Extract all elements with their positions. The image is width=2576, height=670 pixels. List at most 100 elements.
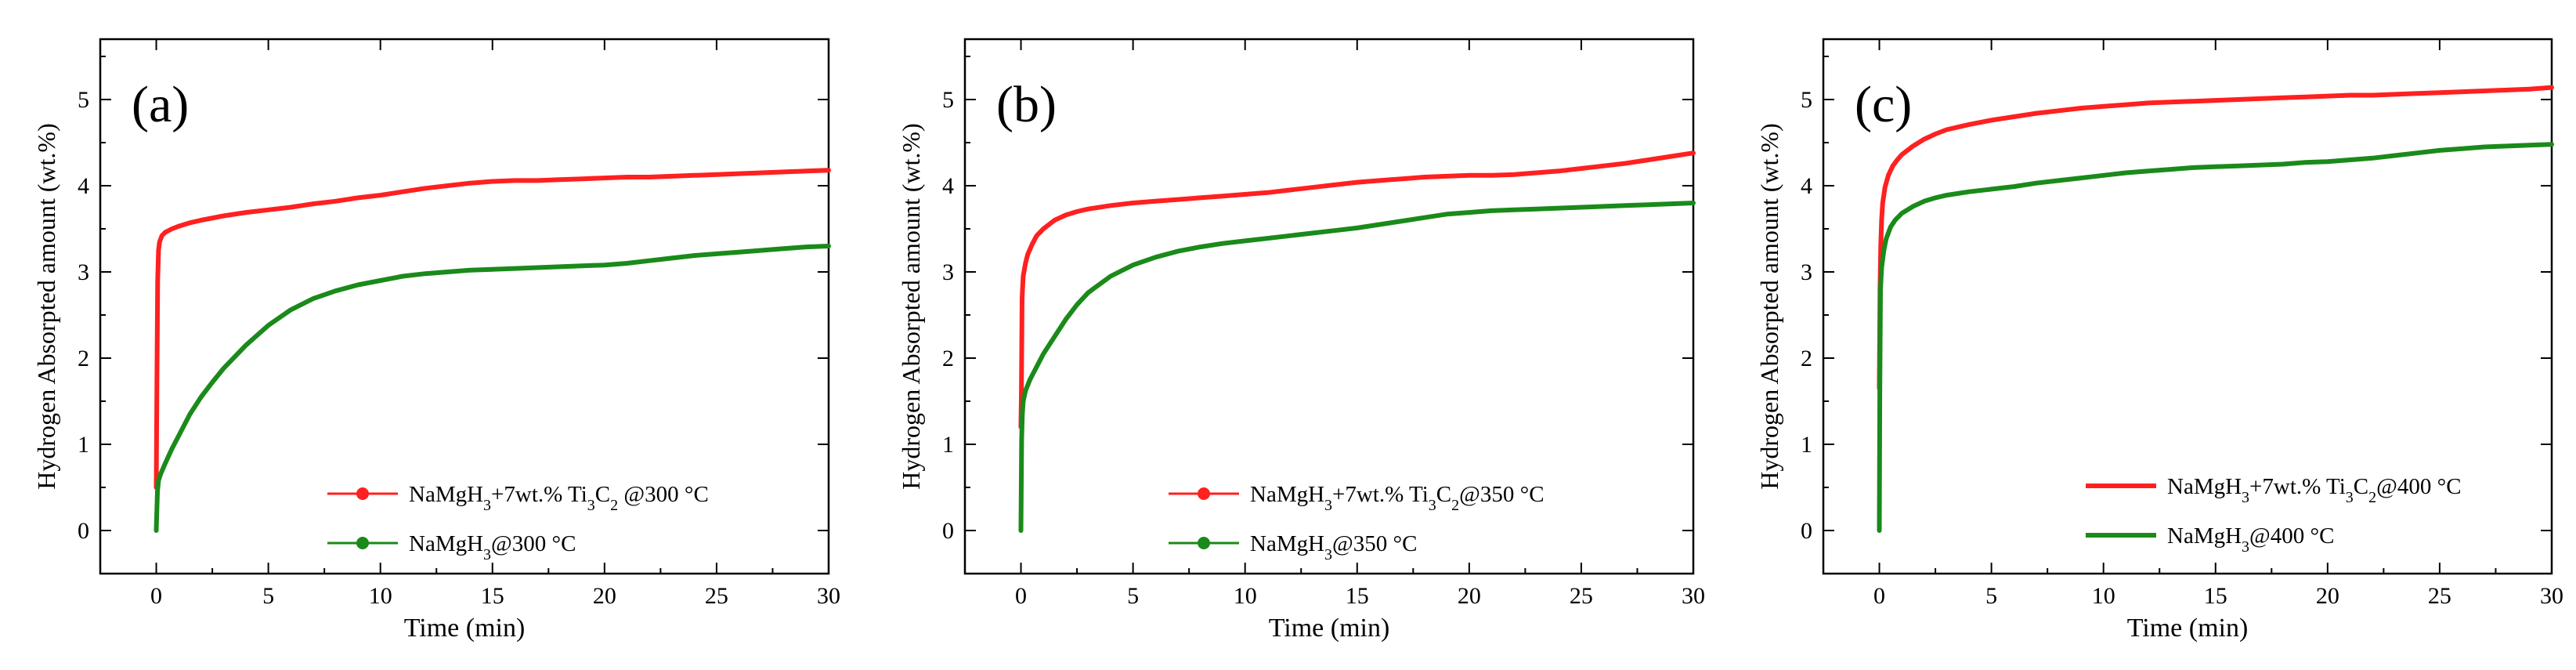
x-tick-label: 15: [2204, 583, 2227, 609]
x-tick-label: 10: [1234, 583, 1257, 609]
legend-subscript: 3: [1429, 497, 1436, 514]
x-tick-label: 20: [593, 583, 616, 609]
legend-label: NaMgH3@400 °C: [2167, 523, 2334, 556]
series-line-with-ti3c2: [1018, 150, 1696, 429]
legend-label: NaMgH3+7wt.% Ti3C2@400 °C: [2167, 474, 2462, 506]
y-tick-label: 3: [78, 259, 89, 285]
legend-text: +7wt.% Ti: [491, 482, 587, 507]
legend-text: NaMgH: [2167, 474, 2242, 499]
x-tick-label: 10: [2092, 583, 2115, 609]
legend-text: @400 °C: [2376, 474, 2461, 499]
legend-item: NaMgH3@300 °C: [327, 531, 576, 563]
legend-subscript: 3: [2242, 538, 2249, 556]
legend-item: NaMgH3+7wt.% Ti3C2@400 °C: [2086, 474, 2462, 506]
y-tick-label: 4: [78, 173, 89, 199]
legend-subscript: 2: [2368, 489, 2376, 506]
legend-text: @350 °C: [1459, 482, 1544, 507]
x-tick-label: 0: [1015, 583, 1027, 609]
legend-text: +7wt.% Ti: [2249, 474, 2346, 499]
y-tick-label: 1: [942, 432, 954, 458]
x-tick-label: 25: [1570, 583, 1593, 609]
y-tick-label: 0: [1801, 518, 1812, 544]
plot-frame: [963, 38, 1695, 575]
legend-swatch-dot: [356, 537, 369, 549]
series-line-pristine: [1018, 201, 1696, 533]
y-tick-label: 2: [78, 346, 89, 371]
y-tick-label: 1: [1801, 432, 1812, 458]
legend-subscript: 3: [483, 546, 491, 563]
legend-item: NaMgH3+7wt.% Ti3C2 @300 °C: [327, 482, 709, 514]
legend-subscript: 3: [483, 497, 491, 514]
legend-label: NaMgH3+7wt.% Ti3C2 @300 °C: [409, 482, 709, 514]
series-line-pristine: [1877, 142, 2554, 533]
x-axis-label: Time (min): [404, 614, 526, 643]
y-axis-label: Hydrogen Absorpted amount (wt.%): [32, 123, 60, 489]
y-axis-label: Hydrogen Absorpted amount (wt.%): [897, 123, 925, 489]
x-tick-label: 15: [1346, 583, 1369, 609]
legend-subscript: 2: [610, 497, 618, 514]
panel-label: (b): [996, 76, 1057, 133]
plot-frame: [1822, 38, 2553, 575]
y-tick-label: 1: [78, 432, 89, 458]
x-tick-label: 10: [369, 583, 392, 609]
y-tick-label: 0: [942, 518, 954, 544]
legend-text: NaMgH: [2167, 523, 2242, 549]
legend-subscript: 3: [1324, 546, 1332, 563]
x-tick-label: 0: [1873, 583, 1885, 609]
legend-item: NaMgH3+7wt.% Ti3C2@350 °C: [1169, 482, 1545, 514]
x-tick-label: 20: [1458, 583, 1481, 609]
legend-label: NaMgH3@350 °C: [1250, 531, 1417, 563]
x-tick-label: 15: [481, 583, 504, 609]
x-tick-label: 30: [2540, 583, 2563, 609]
legend-subscript: 3: [587, 497, 595, 514]
legend-label: NaMgH3+7wt.% Ti3C2@350 °C: [1250, 482, 1545, 514]
y-tick-label: 5: [1801, 87, 1812, 113]
y-tick-label: 3: [1801, 259, 1812, 285]
y-tick-label: 2: [942, 346, 954, 371]
y-axis-label: Hydrogen Absorpted amount (wt.%): [1755, 123, 1783, 489]
y-tick-label: 5: [78, 87, 89, 113]
series-line-with-ti3c2: [1877, 85, 2554, 391]
y-tick-label: 3: [942, 259, 954, 285]
x-tick-label: 30: [1682, 583, 1705, 609]
x-axis-label: Time (min): [1269, 614, 1390, 643]
panel-label: (c): [1855, 76, 1912, 133]
plot-frame: [99, 38, 830, 575]
legend-text: C: [595, 482, 610, 507]
y-tick-label: 4: [942, 173, 954, 199]
legend-label: NaMgH3@300 °C: [409, 531, 576, 563]
legend-text: NaMgH: [1250, 482, 1324, 507]
x-tick-label: 25: [2428, 583, 2451, 609]
legend-text: C: [1436, 482, 1451, 507]
legend-item: NaMgH3@400 °C: [2086, 523, 2334, 556]
legend-text: +7wt.% Ti: [1332, 482, 1429, 507]
legend-subscript: 2: [1451, 497, 1459, 514]
y-tick-label: 2: [1801, 346, 1812, 371]
y-tick-label: 5: [942, 87, 954, 113]
x-tick-label: 20: [2316, 583, 2339, 609]
x-tick-label: 30: [817, 583, 840, 609]
y-tick-label: 0: [78, 518, 89, 544]
legend-subscript: 3: [1324, 497, 1332, 514]
x-tick-label: 0: [150, 583, 162, 609]
legend-swatch-dot: [1198, 537, 1210, 549]
legend-text: NaMgH: [409, 531, 483, 556]
series-line-pristine: [154, 244, 831, 533]
legend-text: @300 °C: [491, 531, 576, 556]
y-tick-label: 4: [1801, 173, 1812, 199]
x-tick-label: 5: [262, 583, 274, 609]
legend-text: NaMgH: [409, 482, 483, 507]
x-tick-label: 25: [705, 583, 728, 609]
legend-text: @400 °C: [2249, 523, 2334, 549]
series-line-with-ti3c2: [154, 168, 831, 490]
legend-subscript: 3: [2242, 489, 2249, 506]
x-tick-label: 5: [1127, 583, 1139, 609]
legend-swatch-dot: [1198, 487, 1210, 500]
x-tick-label: 5: [1985, 583, 1997, 609]
legend-swatch-dot: [356, 487, 369, 500]
legend-item: NaMgH3@350 °C: [1169, 531, 1417, 563]
